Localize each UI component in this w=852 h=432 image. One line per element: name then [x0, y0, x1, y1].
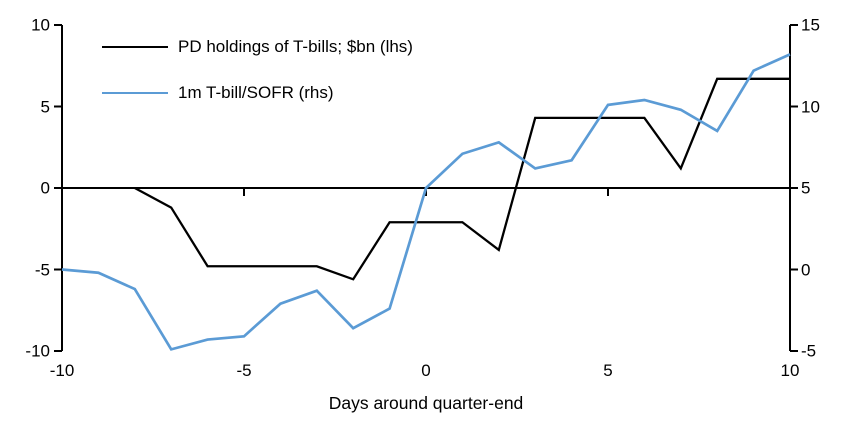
- legend-label-tbill-sofr: 1m T-bill/SOFR (rhs): [178, 83, 334, 102]
- legend: PD holdings of T-bills; $bn (lhs) 1m T-b…: [102, 36, 413, 128]
- x-axis-title: Days around quarter-end: [328, 393, 524, 413]
- x-axis-tick-label: 0: [421, 361, 431, 380]
- legend-item-pd-holdings: PD holdings of T-bills; $bn (lhs): [102, 36, 413, 58]
- right-axis-tick-label: 5: [801, 178, 811, 198]
- series-line-pd-holdings: [134, 77, 790, 281]
- right-axis-tick-label: 10: [801, 97, 820, 116]
- left-axis-tick-label: -10: [25, 341, 50, 361]
- legend-line-sample-black: [102, 45, 168, 49]
- left-axis-tick-label: 10: [31, 15, 50, 35]
- left-axis-tick-label: 0: [40, 178, 50, 198]
- x-axis-tick-label: -10: [49, 361, 75, 380]
- legend-item-tbill-sofr: 1m T-bill/SOFR (rhs): [102, 82, 413, 104]
- right-axis-tick-label: 0: [801, 260, 811, 279]
- left-axis-tick-label: 5: [40, 97, 50, 116]
- legend-label-pd-holdings: PD holdings of T-bills; $bn (lhs): [178, 37, 413, 56]
- x-axis-tick-label: -5: [236, 361, 252, 380]
- right-axis-tick-label: 15: [801, 15, 820, 35]
- x-axis-tick-label: 5: [603, 361, 613, 380]
- right-axis-tick-label: -5: [801, 341, 817, 361]
- x-axis-tick-label: 10: [780, 361, 800, 380]
- left-axis-tick-label: -5: [34, 260, 50, 279]
- series-line-tbill-sofr: [61, 53, 791, 351]
- legend-line-sample-blue: [102, 91, 168, 95]
